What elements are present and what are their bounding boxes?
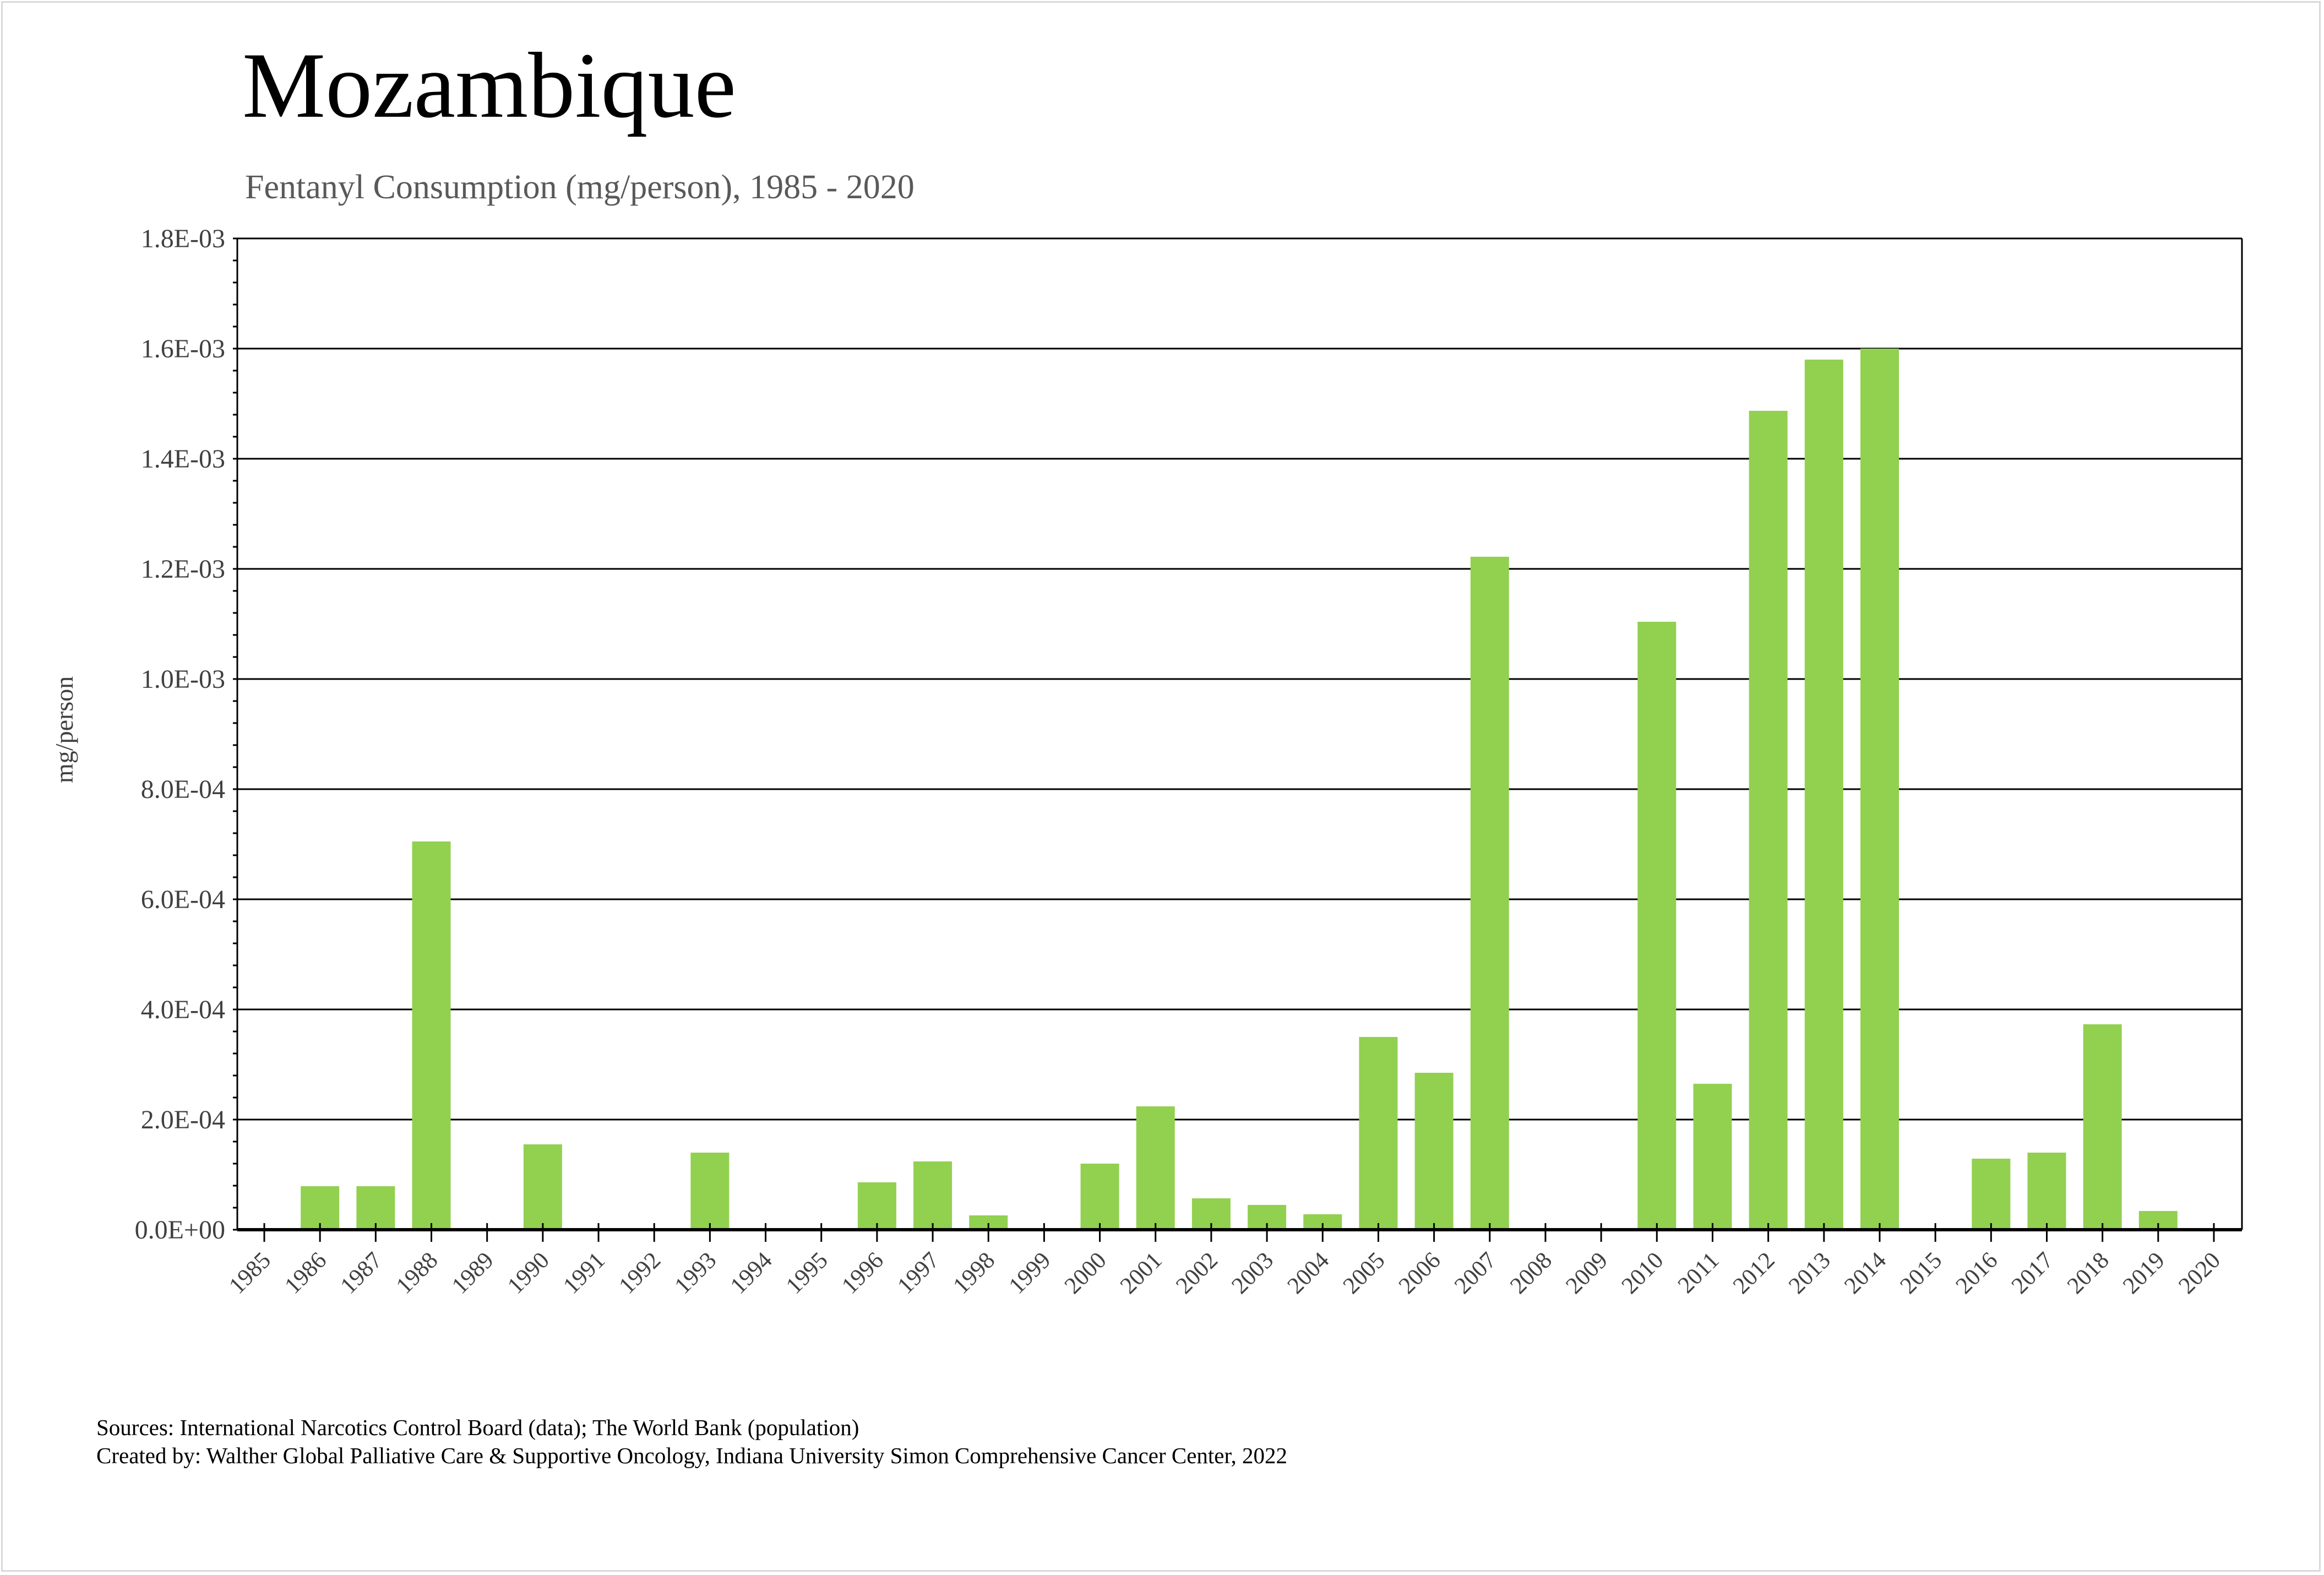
bar-2016 bbox=[1972, 1159, 2011, 1230]
bar-1993 bbox=[690, 1153, 730, 1230]
axes bbox=[233, 237, 2243, 1242]
x-tick-label: 1985 bbox=[224, 1247, 276, 1299]
x-tick-label: 2013 bbox=[1784, 1247, 1836, 1299]
x-tick-label: 1986 bbox=[280, 1247, 331, 1299]
x-tick-label: 2014 bbox=[1839, 1247, 1891, 1299]
y-tick-label: 1.2E-03 bbox=[141, 555, 225, 584]
bar-1986 bbox=[301, 1186, 340, 1230]
x-tick-label: 1998 bbox=[948, 1247, 1000, 1299]
x-tick-label: 2017 bbox=[2007, 1247, 2059, 1299]
y-tick-label: 0.0E+00 bbox=[135, 1215, 225, 1245]
x-tick-label: 1992 bbox=[614, 1247, 666, 1299]
bar-2006 bbox=[1414, 1073, 1454, 1230]
x-tick-label: 2016 bbox=[1951, 1247, 2002, 1299]
x-tick-label: 1989 bbox=[447, 1247, 499, 1299]
x-tick-label: 1994 bbox=[726, 1247, 777, 1299]
x-tick-label: 2010 bbox=[1617, 1247, 1668, 1299]
bar-2011 bbox=[1693, 1084, 1732, 1230]
y-axis-label: mg/person bbox=[50, 676, 78, 783]
x-tick-label: 2020 bbox=[2174, 1247, 2225, 1299]
bar-1990 bbox=[523, 1144, 562, 1230]
x-tick-label: 2012 bbox=[1728, 1247, 1780, 1299]
bar-1997 bbox=[913, 1161, 953, 1230]
x-tick-label: 2019 bbox=[2118, 1247, 2170, 1299]
footer-created-by: Created by: Walther Global Palliative Ca… bbox=[96, 1443, 1288, 1468]
bar-2018 bbox=[2083, 1024, 2122, 1230]
bar-1987 bbox=[356, 1186, 395, 1230]
bar-1996 bbox=[857, 1182, 896, 1230]
bars bbox=[301, 349, 2178, 1230]
x-tick-label: 2001 bbox=[1115, 1247, 1167, 1299]
y-tick-label: 2.0E-04 bbox=[141, 1105, 225, 1134]
x-tick-label: 1987 bbox=[335, 1247, 387, 1299]
x-tick-label: 2006 bbox=[1394, 1247, 1446, 1299]
bar-2007 bbox=[1470, 557, 1509, 1230]
bar-2017 bbox=[2027, 1153, 2066, 1230]
x-tick-labels: 1985 1986 1987 1988 1989 1990 1991 1992 1993 1994… bbox=[224, 1247, 2225, 1299]
footer-sources: Sources: International Narcotics Control… bbox=[96, 1415, 859, 1440]
x-tick-label: 1997 bbox=[892, 1247, 944, 1299]
bar-1988 bbox=[412, 841, 451, 1230]
y-tick-label: 1.4E-03 bbox=[141, 444, 225, 474]
y-tick-label: 4.0E-04 bbox=[141, 995, 225, 1024]
bar-2014 bbox=[1860, 349, 1899, 1230]
y-tick-label: 1.8E-03 bbox=[141, 224, 225, 253]
x-tick-label: 1996 bbox=[837, 1247, 889, 1299]
x-tick-label: 2008 bbox=[1505, 1247, 1557, 1299]
bar-2012 bbox=[1749, 411, 1788, 1230]
gridlines bbox=[237, 237, 2242, 1121]
y-tick-label: 1.0E-03 bbox=[141, 665, 225, 694]
x-tick-label: 2005 bbox=[1338, 1247, 1390, 1299]
y-tick-label: 8.0E-04 bbox=[141, 775, 225, 804]
x-tick-label: 2004 bbox=[1282, 1247, 1334, 1299]
x-tick-label: 2018 bbox=[2062, 1247, 2114, 1299]
x-tick-label: 2002 bbox=[1171, 1247, 1223, 1299]
x-tick-label: 2009 bbox=[1561, 1247, 1613, 1299]
x-tick-label: 1991 bbox=[558, 1247, 610, 1299]
bar-2010 bbox=[1637, 622, 1677, 1230]
y-tick-labels: 0.0E+00 2.0E-04 4.0E-04 6.0E-04 8.0E-04 1.0E-… bbox=[135, 224, 225, 1245]
bar-2005 bbox=[1359, 1037, 1398, 1230]
chart-title: Mozambique bbox=[242, 34, 736, 137]
bar-2001 bbox=[1136, 1106, 1175, 1230]
x-tick-label: 1988 bbox=[391, 1247, 443, 1299]
chart-subtitle: Fentanyl Consumption (mg/person), 1985 -… bbox=[245, 169, 915, 206]
y-tick-label: 1.6E-03 bbox=[141, 334, 225, 363]
bar-2013 bbox=[1804, 360, 1843, 1230]
x-tick-label: 2011 bbox=[1673, 1247, 1724, 1299]
x-tick-label: 1993 bbox=[670, 1247, 721, 1299]
x-tick-label: 2015 bbox=[1895, 1247, 1947, 1299]
x-tick-label: 2003 bbox=[1227, 1247, 1278, 1299]
y-tick-label: 6.0E-04 bbox=[141, 885, 225, 914]
x-tick-label: 1990 bbox=[503, 1247, 554, 1299]
x-tick-label: 1995 bbox=[781, 1247, 833, 1299]
bar-2000 bbox=[1080, 1164, 1119, 1230]
x-tick-label: 2007 bbox=[1450, 1247, 1501, 1299]
x-tick-label: 2000 bbox=[1060, 1247, 1112, 1299]
x-tick-label: 1999 bbox=[1004, 1247, 1055, 1299]
